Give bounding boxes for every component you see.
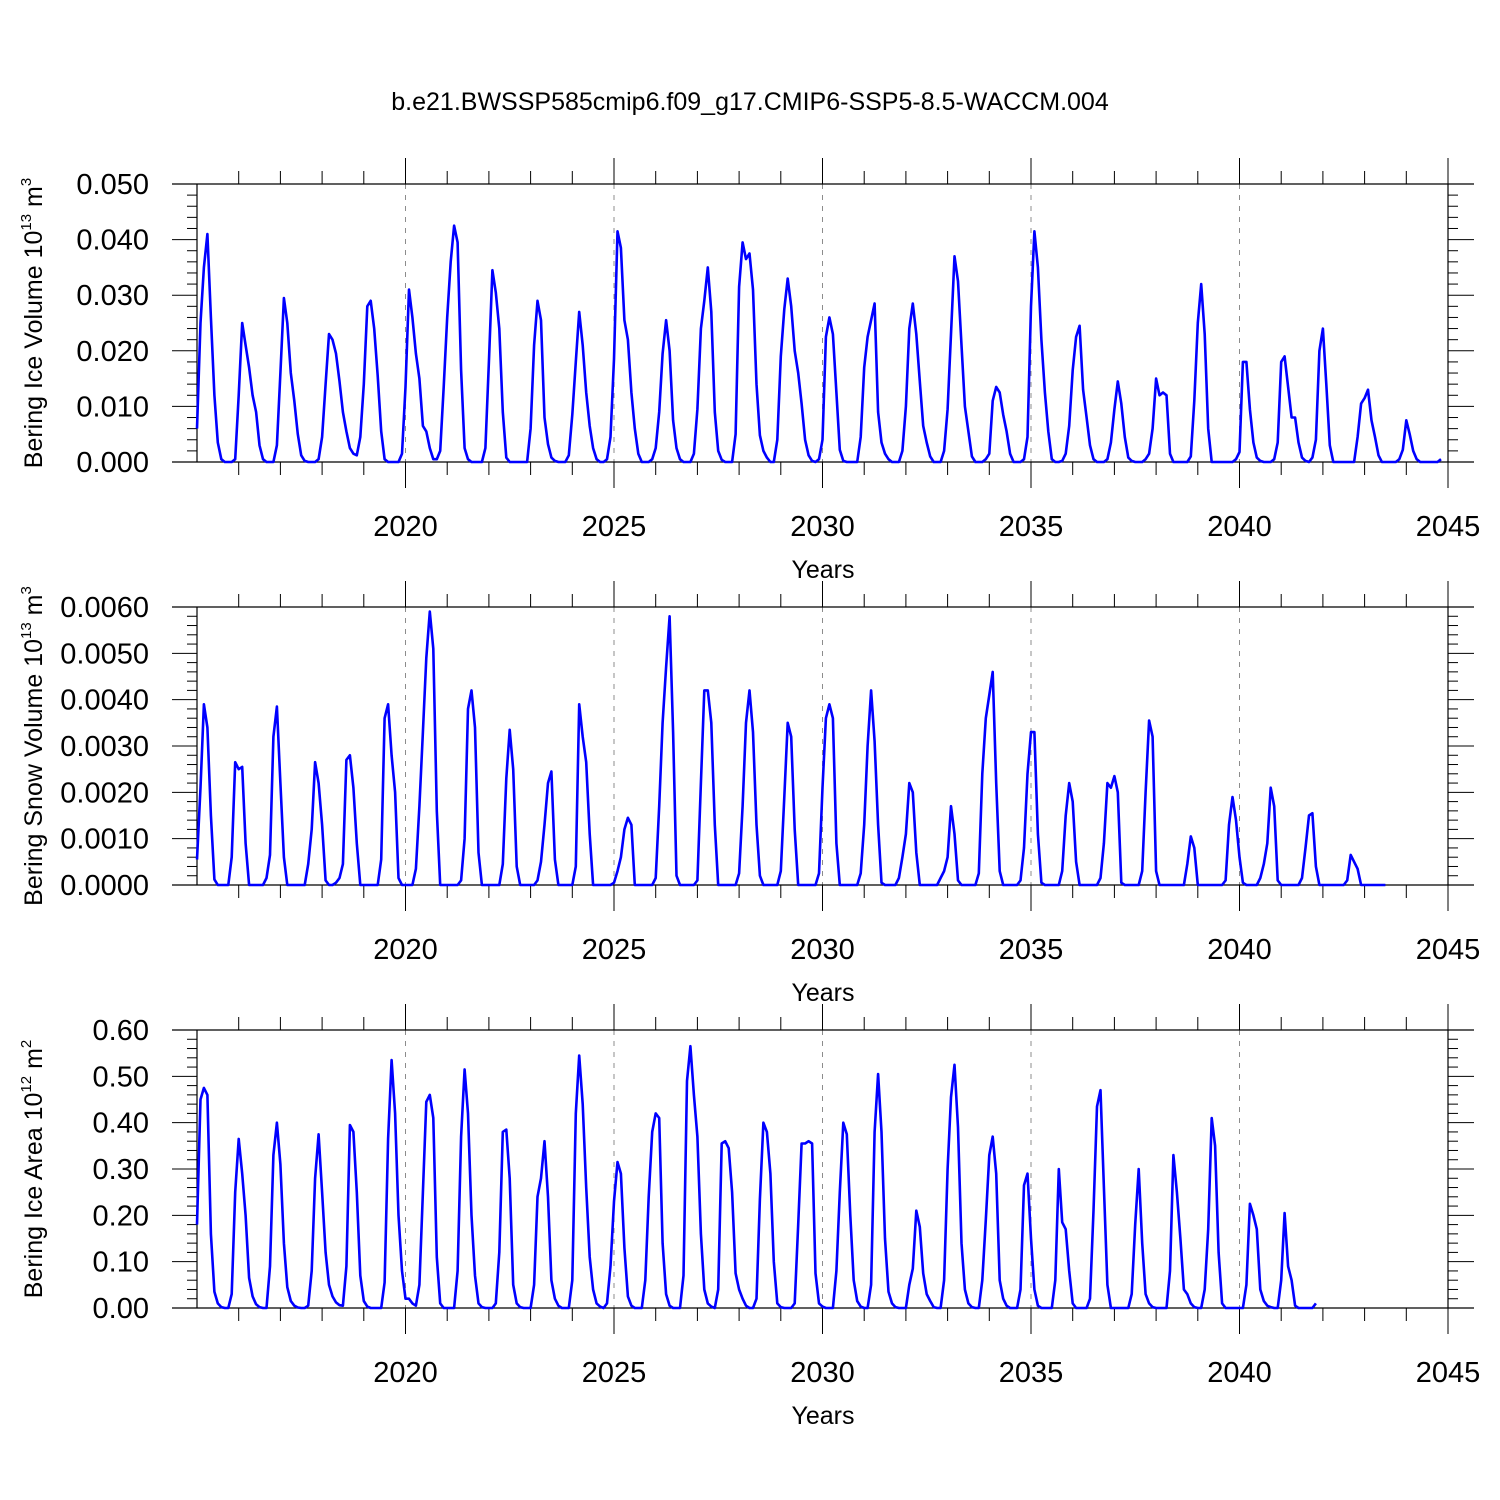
x-tick-label: 2020 [373,511,438,543]
x-tick-label: 2040 [1207,511,1272,543]
panel-1: 0.000 0.010 0.020 0.030 0.040 0.050 2020 2025 20… [18,158,1480,584]
y-axis-label-text: Bering Snow Volume 10 [20,639,48,906]
y-tick-label: 0.60 [93,1015,149,1047]
y-tick-label: 0.0020 [60,777,149,809]
x-tick-label: 2020 [373,934,438,966]
y-tick-label: 0.0000 [60,870,149,902]
y-tick-label: 0.0030 [60,731,149,763]
y-tick-label: 0.20 [93,1200,149,1232]
series-line [195,610,1386,887]
y-tick-label: 0.10 [93,1247,149,1279]
y-axis-label-unit: m [20,1048,48,1076]
y-tick-label: 0.0010 [60,824,149,856]
panel-3: 0.00 0.10 0.20 0.30 0.40 0.50 0.60 2020 2025 2030… [18,1004,1480,1430]
x-tick-label: 2035 [999,1357,1064,1389]
x-tick-label: 2030 [790,1357,855,1389]
y-tick-label: 0.010 [76,391,149,423]
y-tick-label: 0.0040 [60,685,149,717]
y-tick-label: 0.050 [76,169,149,201]
series-line [195,1044,1317,1310]
y-axis-label-exponent: 13 [18,622,35,639]
y-tick-label: 0.040 [76,225,149,257]
y-tick-label: 0.30 [93,1154,149,1186]
x-tick-label: 2045 [1416,511,1481,543]
x-tick-label: 2040 [1207,1357,1272,1389]
y-tick-label: 0.030 [76,280,149,312]
y-tick-label: 0.0050 [60,638,149,670]
x-tick-label: 2030 [790,934,855,966]
y-tick-label: 0.020 [76,336,149,368]
y-axis-label: Bering Snow Volume 1013 m3 [18,586,48,906]
x-tick-label: 2025 [582,1357,647,1389]
y-axis-label: Bering Ice Volume 1013 m3 [18,178,48,468]
y-axis-label-text: Bering Ice Volume 10 [20,231,48,469]
chart-title: b.e21.BWSSP585cmip6.f09_g17.CMIP6-SSP5-8… [391,88,1109,116]
x-tick-label: 2025 [582,511,647,543]
series-line [195,224,1442,464]
y-tick-label: 0.000 [76,447,149,479]
x-tick-label: 2020 [373,1357,438,1389]
x-tick-label: 2045 [1416,934,1481,966]
y-tick-label: 0.50 [93,1061,149,1093]
y-axis-label-exponent: 13 [18,214,35,231]
x-axis-label: Years [791,979,854,1007]
y-axis-label-exponent: 12 [18,1076,35,1093]
x-tick-label: 2035 [999,511,1064,543]
x-tick-label: 2045 [1416,1357,1481,1389]
y-axis-label-unit-exponent: 2 [18,1040,35,1048]
x-tick-label: 2040 [1207,934,1272,966]
y-tick-label: 0.40 [93,1108,149,1140]
x-axis-label: Years [791,1402,854,1430]
y-axis-label-unit: m [20,595,48,623]
y-tick-label: 0.00 [93,1293,149,1325]
y-axis-label-unit-exponent: 3 [18,586,35,594]
x-tick-label: 2035 [999,934,1064,966]
panel-2: 0.0000 0.0010 0.0020 0.0030 0.0040 0.0050 0.00… [18,581,1480,1007]
y-axis-label-unit-exponent: 3 [18,178,35,186]
y-axis-label-text: Bering Ice Area 10 [20,1093,48,1299]
y-axis-label-unit: m [20,186,48,214]
y-axis-label: Bering Ice Area 1012 m2 [18,1040,48,1299]
x-axis-label: Years [791,556,854,584]
x-tick-label: 2030 [790,511,855,543]
y-tick-label: 0.0060 [60,592,149,624]
x-tick-label: 2025 [582,934,647,966]
